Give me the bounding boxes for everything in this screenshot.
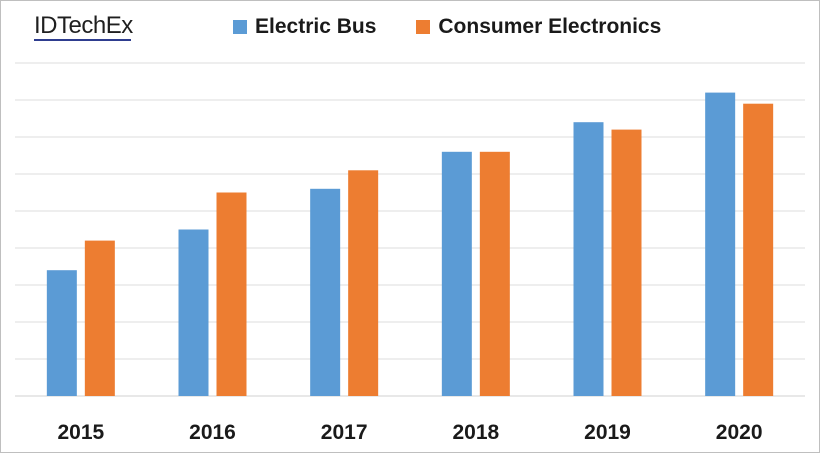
logo-underline	[34, 39, 131, 41]
bar-electric-bus-2017	[310, 188, 341, 396]
x-tick-label: 2017	[321, 421, 368, 444]
x-tick-label: 2020	[716, 421, 763, 444]
chart-legend: Electric Bus Consumer Electronics	[233, 15, 701, 39]
bar-electric-bus-2015	[46, 270, 77, 396]
bar-consumer-electronics-2016	[216, 192, 247, 396]
idtechex-logo: IDTechEx	[34, 12, 133, 39]
legend-swatch-consumer-electronics	[416, 20, 431, 34]
legend-label-electric-bus: Electric Bus	[255, 15, 377, 38]
legend-swatch-electric-bus	[233, 20, 247, 34]
bar-consumer-electronics-2017	[348, 170, 379, 396]
x-tick-label: 2018	[452, 421, 499, 444]
x-tick-label: 2019	[584, 421, 631, 444]
bar-consumer-electronics-2015	[84, 240, 115, 396]
bar-consumer-electronics-2019	[611, 129, 642, 396]
bar-electric-bus-2020	[705, 92, 736, 396]
x-tick-label: 2015	[57, 421, 104, 444]
bar-electric-bus-2016	[178, 229, 209, 396]
bar-consumer-electronics-2020	[743, 103, 774, 396]
bar-consumer-electronics-2018	[479, 151, 510, 396]
legend-item-consumer-electronics: Consumer Electronics	[416, 15, 661, 39]
legend-label-consumer-electronics: Consumer Electronics	[438, 15, 662, 38]
bar-electric-bus-2018	[441, 151, 472, 396]
x-tick-label: 2016	[189, 421, 236, 444]
legend-item-electric-bus: Electric Bus	[233, 15, 376, 39]
bar-electric-bus-2019	[573, 122, 604, 396]
